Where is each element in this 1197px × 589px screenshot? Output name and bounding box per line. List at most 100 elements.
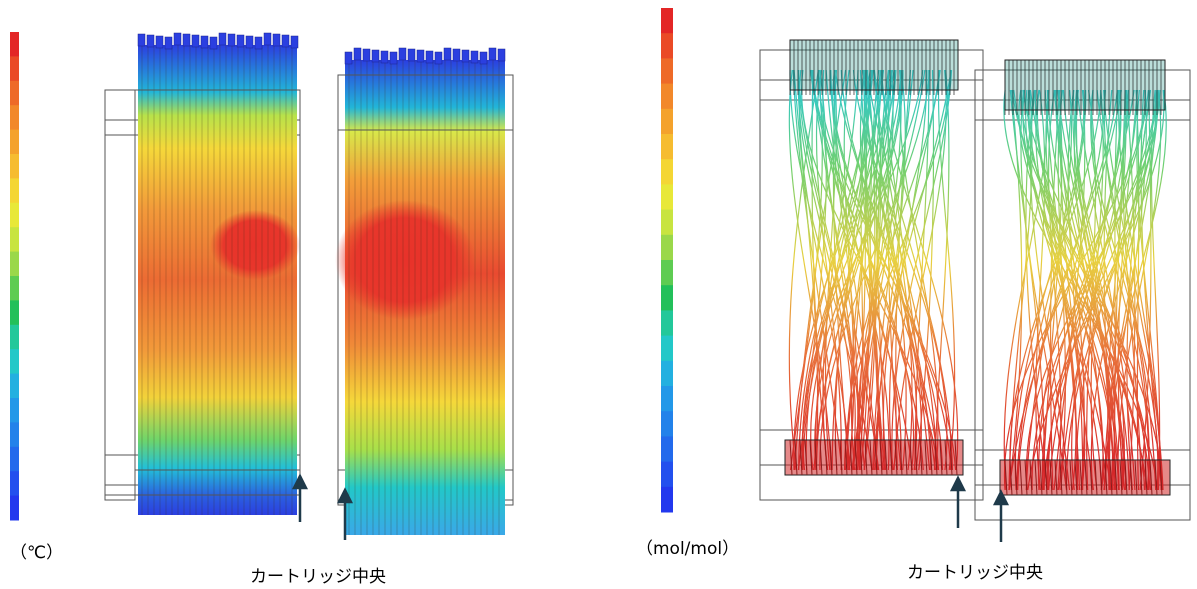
- inlet-tube: [1149, 459, 1153, 496]
- streamline: [1059, 89, 1095, 491]
- tube-cap: [380, 50, 389, 64]
- hot-zone: [210, 210, 300, 280]
- tube-cap: [182, 33, 191, 47]
- inlet-tube: [854, 439, 858, 476]
- inlet-tube: [1019, 459, 1023, 496]
- streamline: [1066, 89, 1159, 491]
- inlet-tube: [1079, 459, 1083, 496]
- inlet-tube: [829, 439, 833, 476]
- streamline: [1041, 89, 1122, 491]
- colorbar-segment: [661, 184, 673, 211]
- inlet-tube: [834, 439, 838, 476]
- streamline: [834, 69, 923, 471]
- tube-cap: [425, 50, 434, 64]
- inlet-tube: [1094, 459, 1098, 496]
- unit-label: （℃）: [10, 543, 63, 563]
- colorbar-segment: [661, 8, 673, 34]
- inlet-tube: [1009, 459, 1013, 496]
- streamline: [819, 69, 931, 471]
- streamline: [1025, 89, 1073, 491]
- tube-cap: [443, 47, 452, 61]
- colorbar-segment: [10, 398, 19, 423]
- annotation: カートリッジ中央: [907, 563, 1043, 583]
- streamline: [815, 69, 869, 471]
- streamline: [864, 69, 936, 471]
- colorbar-segment: [661, 83, 673, 110]
- streamline: [1053, 89, 1086, 491]
- tube-cap: [263, 32, 272, 46]
- inlet-tube: [849, 439, 853, 476]
- tube-cap: [173, 32, 182, 46]
- unit-label: （mol/mol）: [636, 539, 739, 559]
- streamline: [1025, 89, 1049, 491]
- inlet-tube: [1029, 459, 1033, 496]
- colorbar-segment: [10, 276, 19, 301]
- inlet-tube: [1109, 459, 1113, 496]
- streamline: [1104, 89, 1167, 491]
- streamline: [1126, 89, 1152, 491]
- inlet-tube: [954, 439, 958, 476]
- tube-cap: [137, 33, 146, 47]
- inlet-tube: [899, 439, 903, 476]
- annotation: カートリッジ中央: [250, 567, 386, 587]
- inlet-tube: [939, 439, 943, 476]
- streamline: [1008, 89, 1105, 491]
- streamline: [788, 69, 819, 471]
- streamline: [1067, 89, 1084, 491]
- colorbar-segment: [661, 436, 673, 463]
- colorbar-segment: [10, 32, 19, 57]
- colorbar-segment: [661, 108, 673, 135]
- streamline: [899, 69, 939, 471]
- inlet-tube: [1114, 459, 1118, 496]
- colorbar-segment: [661, 260, 673, 286]
- inlet-tube: [924, 439, 928, 476]
- streamline: [798, 69, 856, 471]
- colorbar-segment: [661, 335, 673, 362]
- inlet-tube: [1069, 459, 1073, 496]
- frame: [104, 89, 136, 501]
- tube-cap: [245, 35, 254, 49]
- field: [138, 45, 297, 515]
- streamline: [830, 69, 879, 471]
- inlet-tube: [1084, 459, 1088, 496]
- colorbar-segment: [10, 495, 19, 521]
- tube-cap: [155, 35, 164, 49]
- tube-cap: [254, 36, 263, 50]
- inlet-tube: [1154, 459, 1158, 496]
- hot-zone: [335, 200, 475, 320]
- inlet-tube: [824, 439, 828, 476]
- tube-cap: [479, 51, 488, 65]
- inlet-block: [784, 439, 964, 476]
- tube-cap: [272, 33, 281, 47]
- streamline: [1041, 89, 1063, 491]
- inlet-tube: [949, 439, 953, 476]
- inlet-tube: [789, 439, 793, 476]
- tube-cap: [461, 49, 470, 63]
- inlet-tube: [864, 439, 868, 476]
- inlet-tube: [944, 439, 948, 476]
- streamline: [1018, 89, 1146, 491]
- streamline: [937, 69, 956, 471]
- inlet-tube: [929, 439, 933, 476]
- inlet-tube: [1064, 459, 1068, 496]
- streamline: [815, 69, 842, 471]
- streamline: [852, 69, 948, 471]
- streamline: [1014, 89, 1085, 491]
- streamline: [1090, 89, 1159, 491]
- colorbar-segment: [10, 154, 19, 179]
- colorbar-segment: [10, 202, 19, 228]
- colorbar-segment: [661, 234, 673, 261]
- inlet-tube: [914, 439, 918, 476]
- tube-cap: [209, 36, 218, 50]
- colorbar-segment: [10, 105, 19, 131]
- temperature-panel: [10, 32, 514, 535]
- colorbar-segment: [661, 386, 673, 412]
- streamline: [811, 69, 915, 471]
- tube-cap: [353, 47, 362, 61]
- tube-cap: [470, 50, 479, 64]
- arrows: [291, 473, 1010, 542]
- inlet-tube: [1014, 459, 1018, 496]
- colorbar-segment: [661, 134, 673, 160]
- inlet-tube: [794, 439, 798, 476]
- colorbar-segment: [661, 461, 673, 488]
